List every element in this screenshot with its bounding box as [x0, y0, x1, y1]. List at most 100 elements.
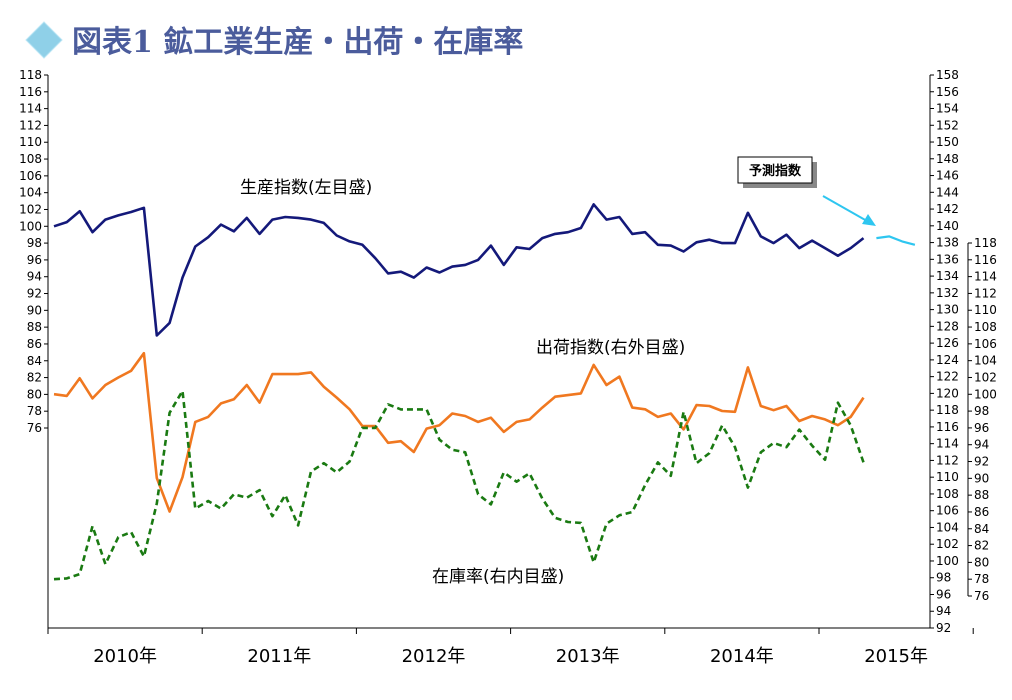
x-axis-year-label: 2012年 [402, 646, 466, 667]
right-inner-axis-tick-label: 110 [974, 303, 997, 317]
diamond-icon [25, 21, 63, 59]
right-outer-axis-tick-label: 108 [936, 487, 959, 501]
right-outer-axis-tick-label: 126 [936, 336, 959, 350]
left-axis-tick-label: 110 [19, 135, 42, 149]
production-annotation: 生産指数(左目盛) [240, 178, 372, 198]
right-outer-axis-tick-label: 146 [936, 169, 959, 183]
left-axis-tick-label: 100 [19, 219, 42, 233]
series-layer [53, 203, 916, 581]
right-outer-axis-tick-label: 124 [936, 353, 959, 367]
x-axis-year-label: 2015年 [864, 646, 928, 667]
right-outer-axis-tick-label: 94 [936, 604, 951, 618]
right-outer-axis-tick-label: 120 [936, 386, 959, 400]
right-outer-axis-tick-label: 96 [936, 587, 951, 601]
right-outer-axis-tick-label: 100 [936, 554, 959, 568]
callout-box [737, 156, 813, 184]
left-axis-tick-label: 94 [27, 270, 42, 284]
right-outer-axis-tick-label: 134 [936, 269, 959, 283]
right-outer-axis-tick-label: 144 [936, 185, 959, 199]
forecast-callout-label: 予測指数 [749, 163, 802, 179]
right-inner-axis-tick-label: 100 [974, 387, 997, 401]
right-inner-axis-tick-label: 86 [974, 505, 989, 519]
left-axis-tick-label: 78 [27, 404, 42, 418]
right-outer-axis-tick-label: 98 [936, 571, 951, 585]
right-outer-axis-tick-label: 136 [936, 252, 959, 266]
left-axis-tick-label: 98 [27, 236, 42, 250]
right-outer-axis-tick-label: 150 [936, 135, 959, 149]
right-outer-axis-tick-label: 110 [936, 470, 959, 484]
left-axis-tick-label: 92 [27, 287, 42, 301]
x-axis-year-label: 2013年 [556, 646, 620, 667]
left-axis-tick-label: 108 [19, 152, 42, 166]
x-axis-ticks: 2010年 2011年 2012年 2013年 2014年 2015年 [47, 628, 974, 667]
right-inner-axis-tick-label: 102 [974, 370, 997, 384]
right-outer-axis-tick-label: 122 [936, 370, 959, 384]
arrow-icon [822, 195, 876, 226]
right-outer-axis-ticks: 158 156 154 152 150 148 146 144 142 140 138 136 134 1… [930, 68, 959, 635]
right-inner-axis-tick-label: 88 [974, 488, 989, 502]
right-outer-axis-tick-label: 158 [936, 68, 959, 82]
production-series-line [53, 203, 865, 337]
right-inner-axis-tick-label: 82 [974, 539, 989, 553]
left-axis-tick-label: 88 [27, 320, 42, 334]
left-axis-tick-label: 84 [27, 354, 42, 368]
right-outer-axis-tick-label: 140 [936, 219, 959, 233]
x-axis-year-label: 2010年 [93, 646, 157, 667]
right-outer-axis-tick-label: 112 [936, 453, 959, 467]
left-axis-tick-label: 112 [19, 118, 42, 132]
forecast-series-line [876, 235, 916, 246]
left-axis-tick-label: 118 [19, 68, 42, 82]
right-outer-axis-tick-label: 154 [936, 102, 959, 116]
right-inner-axis-tick-label: 90 [974, 471, 989, 485]
left-axis-tick-label: 104 [19, 186, 42, 200]
right-outer-axis-tick-label: 128 [936, 319, 959, 333]
right-inner-axis-tick-label: 92 [974, 455, 989, 469]
right-outer-axis-tick-label: 152 [936, 118, 959, 132]
right-outer-axis-tick-label: 118 [936, 403, 959, 417]
chart-title-group: 図表1 鉱工業生産・出荷・在庫率 [25, 21, 523, 60]
right-outer-axis-tick-label: 106 [936, 504, 959, 518]
shipments-annotation: 出荷指数(右外目盛) [536, 338, 685, 358]
right-outer-axis-tick-label: 102 [936, 537, 959, 551]
shipments-series-line [53, 351, 865, 513]
left-axis-tick-label: 96 [27, 253, 42, 267]
right-outer-axis-tick-label: 130 [936, 303, 959, 317]
left-axis-tick-label: 90 [27, 303, 42, 317]
x-axis-year-label: 2011年 [247, 646, 311, 667]
right-inner-axis-tick-label: 78 [974, 572, 989, 586]
right-outer-axis-tick-label: 142 [936, 202, 959, 216]
right-inner-axis-tick-label: 76 [974, 589, 989, 603]
left-axis-tick-label: 116 [19, 85, 42, 99]
inventory-annotation: 在庫率(右内目盛) [432, 567, 564, 587]
left-axis-tick-label: 76 [27, 421, 42, 435]
left-axis-tick-label: 80 [27, 387, 42, 401]
inventory-series-line [53, 389, 865, 581]
right-outer-axis-tick-label: 104 [936, 520, 959, 534]
right-inner-axis-tick-label: 84 [974, 522, 989, 536]
right-inner-axis-tick-label: 106 [974, 337, 997, 351]
right-outer-axis-tick-label: 156 [936, 85, 959, 99]
left-axis-tick-label: 86 [27, 337, 42, 351]
forecast-callout: 予測指数 [737, 156, 817, 188]
right-outer-axis-tick-label: 138 [936, 236, 959, 250]
right-inner-axis-tick-label: 80 [974, 555, 989, 569]
left-axis-ticks: 118 116 114 112 110 108 106 104 102 100 98 96 94 92 90… [19, 68, 48, 435]
right-outer-axis-tick-label: 132 [936, 286, 959, 300]
right-outer-axis-tick-label: 116 [936, 420, 959, 434]
right-outer-axis-tick-label: 114 [936, 437, 959, 451]
right-inner-axis-tick-label: 94 [974, 438, 989, 452]
right-outer-axis-tick-label: 92 [936, 621, 951, 635]
right-inner-axis-tick-label: 116 [974, 253, 997, 267]
left-axis-tick-label: 114 [19, 102, 42, 116]
right-inner-axis-tick-label: 108 [974, 320, 997, 334]
left-axis-tick-label: 106 [19, 169, 42, 183]
right-inner-axis-tick-label: 114 [974, 270, 997, 284]
right-inner-axis-ticks: 118 116 114 112 110 108 106 104 102 100 98 96 94 92 90… [968, 236, 997, 603]
right-inner-axis-tick-label: 112 [974, 286, 997, 300]
left-axis-tick-label: 102 [19, 202, 42, 216]
right-inner-axis-tick-label: 104 [974, 354, 997, 368]
left-axis-tick-label: 82 [27, 371, 42, 385]
right-outer-axis-tick-label: 148 [936, 152, 959, 166]
right-inner-axis-tick-label: 118 [974, 236, 997, 250]
chart-title: 図表1 鉱工業生産・出荷・在庫率 [72, 25, 523, 60]
